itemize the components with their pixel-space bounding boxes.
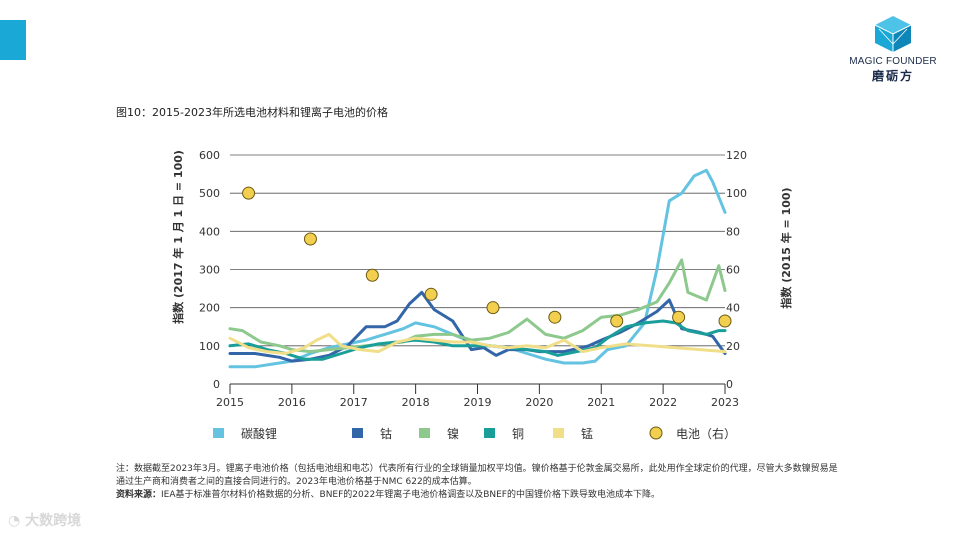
x-tick-label: 2018	[402, 396, 430, 409]
note-text: 注：数据截至2023年3月。锂离子电池价格（包括电池组和电芯）代表所有行业的全球…	[116, 464, 838, 487]
legend-swatch	[553, 428, 564, 438]
accent-bar	[0, 20, 26, 60]
watermark-text: 大数跨境	[25, 513, 82, 529]
y-left-tick-label: 400	[199, 225, 220, 238]
x-tick-label: 2022	[649, 396, 677, 409]
y-right-tick-label: 20	[726, 340, 740, 353]
x-tick-label: 2015	[216, 396, 244, 409]
watermark: ◔ 大数跨境	[8, 510, 81, 530]
x-tick-label: 2023	[711, 396, 739, 409]
legend-swatch	[484, 428, 495, 438]
x-tick-label: 2016	[278, 396, 306, 409]
watermark-icon: ◔	[8, 513, 21, 529]
series-line-碳酸锂	[228, 168, 727, 369]
x-tick-label: 2021	[587, 396, 615, 409]
y-right-tick-label: 100	[726, 187, 747, 200]
battery-price-point	[365, 268, 379, 282]
y-right-tick-label: 60	[726, 264, 740, 277]
battery-price-point	[672, 310, 686, 324]
y-left-tick-label: 300	[199, 264, 220, 277]
legend-label: 铜	[512, 426, 524, 441]
y-right-axis-label: 指数 (2015 年 = 100)	[779, 187, 793, 308]
battery-price-point	[548, 310, 562, 324]
x-tick-label: 2019	[464, 396, 492, 409]
y-right-tick-label: 0	[726, 378, 733, 391]
series-line-锰	[228, 332, 727, 355]
legend-swatch	[419, 428, 430, 438]
brand-logo: MAGIC FOUNDER 磨砺方	[838, 14, 948, 84]
y-left-axis-label: 指数 (2017 年 1 月 1 日 = 100)	[171, 150, 185, 324]
y-right-tick-label: 40	[726, 302, 740, 315]
battery-price-point	[610, 314, 624, 328]
notes-block: 注：数据截至2023年3月。锂离子电池价格（包括电池组和电芯）代表所有行业的全球…	[116, 463, 846, 502]
battery-price-point	[486, 301, 500, 315]
y-left-tick-label: 600	[199, 149, 220, 162]
battery-price-point	[718, 314, 732, 328]
y-left-tick-label: 0	[213, 378, 220, 391]
series-line-镍	[228, 258, 727, 354]
source-line: 资料来源：IEA基于标准普尔材料价格数据的分析、BNEF的2022年锂离子电池价…	[116, 489, 846, 502]
y-left-tick-label: 200	[199, 302, 220, 315]
legend-label: 镍	[447, 427, 459, 441]
brand-name-cn: 磨砺方	[871, 69, 914, 83]
y-left-tick-label: 500	[199, 187, 220, 200]
source-text: IEA基于标准普尔材料价格数据的分析、BNEF的2022年锂离子电池价格调查以及…	[161, 490, 660, 500]
figure-title: 图10：2015-2023年所选电池材料和锂离子电池的价格	[116, 106, 388, 119]
legend-swatch	[352, 428, 363, 438]
legend-swatch	[213, 428, 224, 438]
cube-logo-icon	[874, 16, 912, 52]
y-right-tick-label: 120	[726, 149, 747, 162]
source-label: 资料来源：	[116, 490, 162, 500]
legend-swatch-battery	[649, 426, 663, 440]
x-tick-label: 2020	[525, 396, 553, 409]
legend-label: 碳酸锂	[241, 426, 277, 441]
battery-price-point	[242, 186, 256, 200]
y-right-tick-label: 80	[726, 225, 740, 238]
battery-price-point	[424, 287, 438, 301]
legend-label: 电池（右）	[676, 426, 736, 441]
legend-label: 钴	[380, 426, 392, 441]
brand-name-en: MAGIC FOUNDER	[849, 56, 937, 67]
y-left-tick-label: 100	[199, 340, 220, 353]
battery-price-point	[303, 232, 317, 246]
price-chart: 0 100 200 300 400 500 600 0 20 40 60 80 100 120 2015 20…	[171, 149, 793, 441]
x-tick-label: 2017	[340, 396, 368, 409]
series-line-钴	[228, 290, 727, 363]
legend-label: 锰	[581, 426, 593, 441]
